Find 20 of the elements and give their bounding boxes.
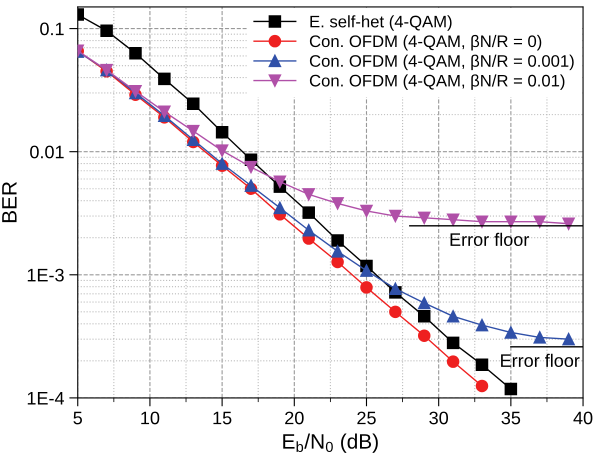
x-tick-label: 10 (141, 412, 160, 424)
y-tick-label: 1E-3 (28, 268, 64, 282)
annotation: Error floor (450, 232, 530, 246)
x-tick-label: 20 (285, 412, 304, 424)
y-tick-label: 0.1 (40, 22, 64, 36)
y-tick-label: 1E-4 (28, 392, 64, 404)
x-tick-label: 25 (357, 412, 376, 424)
annotation: Error floor (501, 354, 580, 368)
legend-label: Con. OFDM (4-QAM, βN/R = 0.01) (310, 74, 564, 90)
x-tick-label: 35 (502, 412, 520, 424)
y-tick-label: 0.01 (30, 146, 64, 158)
legend-label: Con. OFDM (4-QAM, βN/R = 0) (310, 34, 542, 50)
x-tick-label: 5 (73, 412, 82, 424)
x-tick-label: 30 (429, 412, 448, 424)
legend-label: E. self-het (4-QAM) (310, 15, 452, 31)
x-tick-label: 15 (213, 412, 232, 424)
x-tick-label: 40 (573, 412, 592, 424)
x-axis-title: E$_{b}$/N$_{0}$ (dB) (283, 433, 378, 453)
y-axis-title: BER (2, 182, 17, 222)
legend-label: Con. OFDM (4-QAM, βN/R = 0.001) (310, 54, 574, 70)
